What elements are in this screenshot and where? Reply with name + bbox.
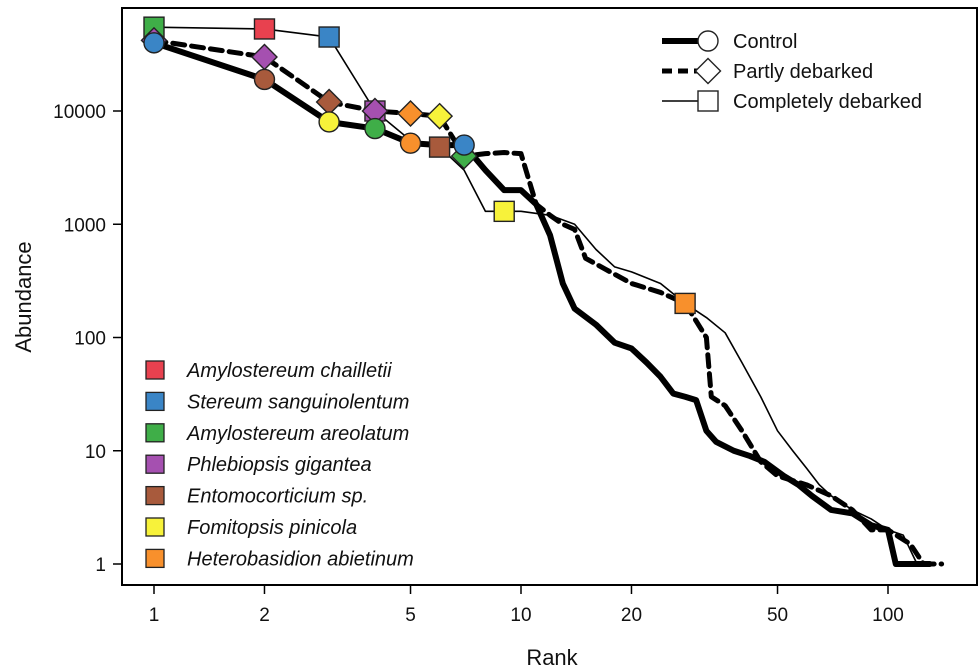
species-swatch <box>145 548 165 569</box>
square-marker-entomocorticium-sp- <box>428 136 451 158</box>
x-tick-label: 50 <box>767 605 788 626</box>
legend-square-icon <box>697 90 719 112</box>
circle-marker-stereum-sanguinolentum <box>453 134 475 156</box>
x-tick-label: 20 <box>621 605 642 626</box>
y-tick-label: 1 <box>95 555 106 576</box>
species-label: Amylostereum chailletii <box>186 360 392 382</box>
legend-label: Control <box>733 31 797 53</box>
species-label: Stereum sanguinolentum <box>187 391 409 413</box>
species-label: Phlebiopsis gigantea <box>187 454 372 476</box>
diamond-marker-heterobasidion-abietinum <box>397 100 425 128</box>
square-marker-heterobasidion-abietinum <box>674 292 696 315</box>
square-marker-amylostereum-chailletii <box>253 18 276 40</box>
species-label: Fomitopsis pinicola <box>187 517 357 539</box>
species-swatch <box>145 485 165 506</box>
species-swatch <box>145 360 165 380</box>
diamond-marker-fomitopsis-pinicola <box>426 102 454 130</box>
x-tick-label: 5 <box>405 605 416 626</box>
species-swatch <box>145 391 165 412</box>
species-label: Heterobasidion abietinum <box>187 548 414 570</box>
circle-marker-heterobasidion-abietinum <box>399 132 422 154</box>
y-tick-label: 100 <box>74 329 106 350</box>
x-tick-label: 1 <box>149 605 160 626</box>
species-swatch <box>145 517 165 537</box>
species-swatch <box>145 423 165 443</box>
x-tick-label: 100 <box>872 605 904 626</box>
y-tick-label: 10000 <box>53 102 106 123</box>
x-tick-label: 10 <box>510 605 531 626</box>
legend-label: Partly debarked <box>733 61 873 83</box>
square-marker-stereum-sanguinolentum <box>318 26 340 48</box>
legend-label: Completely debarked <box>733 91 922 113</box>
plot-frame <box>121 7 978 586</box>
y-axis-title: Abundance <box>11 241 36 352</box>
circle-marker-entomocorticium-sp- <box>253 68 276 91</box>
legend-diamond-icon <box>694 57 722 85</box>
species-swatch <box>145 454 165 474</box>
y-tick-label: 10 <box>85 442 106 463</box>
circle-marker-fomitopsis-pinicola <box>318 111 340 133</box>
species-label: Amylostereum areolatum <box>186 423 409 445</box>
x-tick-label: 2 <box>259 605 270 626</box>
x-axis-title: Rank <box>526 645 578 670</box>
legend-circle-icon <box>697 30 719 52</box>
circle-marker-amylostereum-areolatum <box>364 117 386 140</box>
square-marker-fomitopsis-pinicola <box>493 200 515 223</box>
species-label: Entomocorticium sp. <box>187 486 368 508</box>
circle-marker-stereum-sanguinolentum <box>143 32 165 54</box>
y-tick-label: 1000 <box>64 215 106 236</box>
series-line-partly-debarked <box>151 37 945 567</box>
